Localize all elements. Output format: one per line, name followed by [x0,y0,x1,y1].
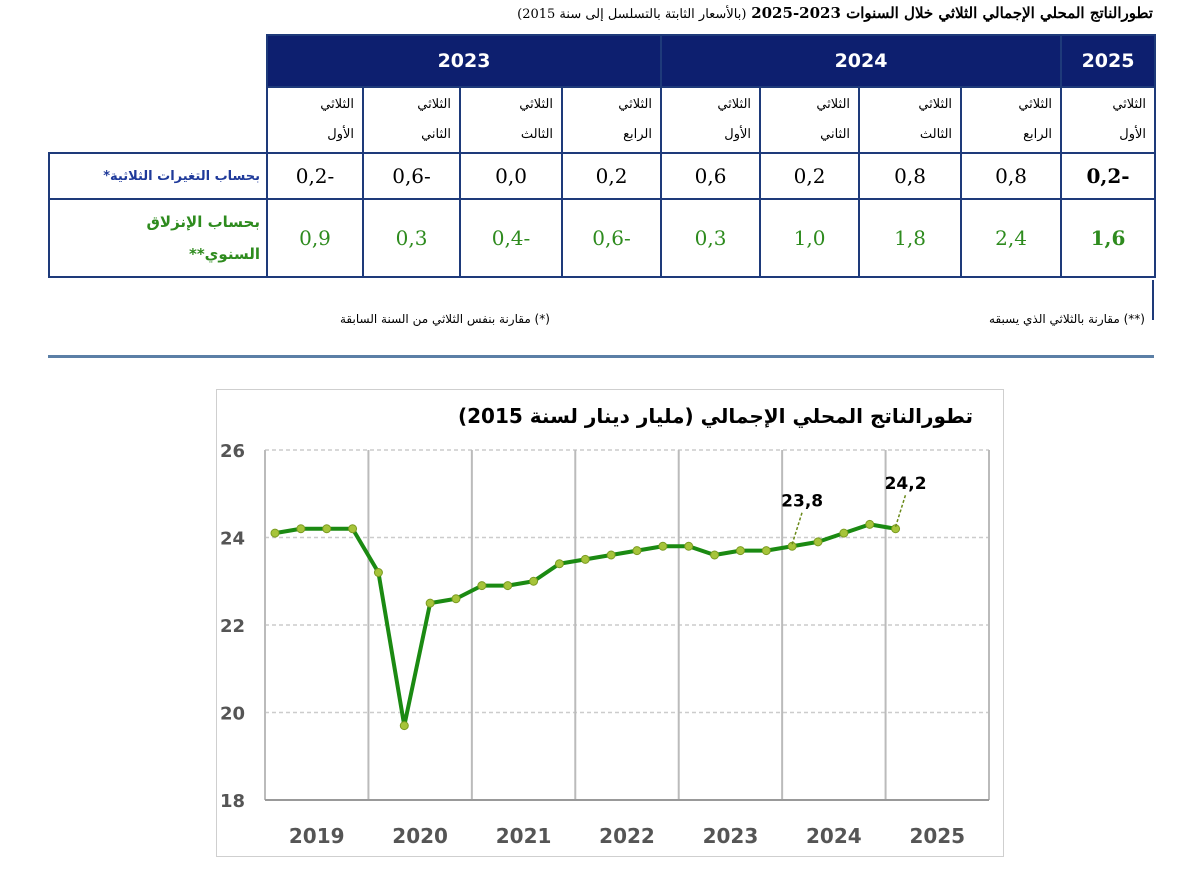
annotation-label: 23,8 [781,491,823,511]
gdp-line-chart: تطورالناتج المحلي الإجمالي (مليار دينار … [216,389,1004,857]
gdp-growth-table: 2025 2024 2023 الثلاثي الأول الثلاثي الراب… [48,34,1157,278]
value-cell: 0,3 [660,198,762,278]
annotation-label: 24,2 [885,474,927,494]
value-cell: -0,6 [362,152,462,200]
y-tick-label: 20 [220,704,245,725]
data-point [865,519,875,529]
x-tick-label: 2025 [909,824,965,848]
y-tick-label: 22 [220,616,245,637]
data-point [529,576,539,586]
value-cell: -0,2 [1060,152,1157,200]
table-row-annual: 1,6 2,4 1,8 1,0 0,3 -0,6 -0,4 0,3 0,9 بح… [48,198,1157,278]
table-edge-line [1152,280,1154,320]
quarter-cell: الثلاثي الثالث [858,86,963,154]
data-point [813,537,823,547]
title-subtitle: (بالأسعار الثابتة بالتسلسل إلى سنة 2015) [517,7,747,22]
value-cell: 2,4 [960,198,1063,278]
value-cell: 0,9 [265,198,365,278]
value-cell: 1,0 [759,198,861,278]
value-cell: -0,2 [265,152,365,200]
title-main: تطورالناتج المحلي الإجمالي الثلاثي خلال … [751,4,1153,22]
data-point [554,559,564,569]
quarter-cell: الثلاثي الأول [265,86,365,154]
data-point [322,524,332,534]
quarter-cell: الثلاثي الرابع [960,86,1063,154]
value-cell: 1,8 [858,198,963,278]
value-cell: 0,6 [660,152,762,200]
data-point [425,598,435,608]
x-tick-label: 2022 [599,824,655,848]
row-label-quarterly: بحساب التغيرات الثلاثية* [48,152,268,200]
quarter-cell: الثلاثي الرابع [561,86,663,154]
data-point [632,546,642,556]
quarter-cell: الثلاثي الثالث [459,86,564,154]
data-point [761,546,771,556]
data-point [348,524,358,534]
annotation-leader [791,512,803,545]
quarter-cell: الثلاثي الثاني [362,86,462,154]
value-cell: -0,4 [459,198,564,278]
value-cell: 0,8 [858,152,963,200]
x-tick-label: 2021 [496,824,552,848]
data-point [658,541,668,551]
year-2025: 2025 [1060,34,1157,88]
value-cell: 0,2 [759,152,861,200]
footnote-quarterly: (**) مقارنة بالثلاثي الذي يسبقه [989,312,1145,326]
table-row-quarterly: -0,2 0,8 0,8 0,2 0,6 0,2 0,0 -0,6 -0,2 ب… [48,152,1157,200]
annotation-leader [894,494,907,527]
x-tick-label: 2023 [703,824,759,848]
y-tick-label: 24 [220,529,245,550]
chart-title: تطورالناتج المحلي الإجمالي (مليار دينار … [458,404,973,428]
section-divider [48,355,1154,358]
data-point [606,550,616,560]
footnote-annual: (*) مقارنة بنفس الثلاثي من السنة السابقة [340,312,550,326]
value-cell: 0,0 [459,152,564,200]
data-point [684,541,694,551]
data-point [580,554,590,564]
y-tick-label: 18 [220,791,245,812]
value-cell: 0,8 [960,152,1063,200]
year-2023: 2023 [265,34,663,88]
year-2024: 2024 [660,34,1063,88]
data-point [839,528,849,538]
value-cell: -0,6 [561,198,663,278]
x-tick-label: 2019 [289,824,345,848]
data-point [270,528,280,538]
y-tick-label: 26 [220,441,245,462]
data-point [296,524,306,534]
data-point [710,550,720,560]
value-cell: 0,3 [362,198,462,278]
quarter-cell: الثلاثي الأول [660,86,762,154]
value-cell: 1,6 [1060,198,1157,278]
quarter-header-row: الثلاثي الأول الثلاثي الرابع الثلاثي الثالث… [49,86,1157,154]
data-point [477,581,487,591]
year-header-row: 2025 2024 2023 [49,34,1157,88]
data-point [399,721,409,731]
data-point [735,546,745,556]
row-label-annual: بحساب الإنزلاق السنوي** [48,198,268,278]
page-title: تطورالناتج المحلي الإجمالي الثلاثي خلال … [3,4,1153,26]
x-tick-label: 2020 [392,824,448,848]
value-cell: 0,2 [561,152,663,200]
quarter-cell: الثلاثي الثاني [759,86,861,154]
data-point [373,568,383,577]
data-point [451,594,461,604]
x-tick-label: 2024 [806,824,862,848]
data-point [503,581,513,591]
quarter-cell: الثلاثي الأول [1060,86,1157,154]
